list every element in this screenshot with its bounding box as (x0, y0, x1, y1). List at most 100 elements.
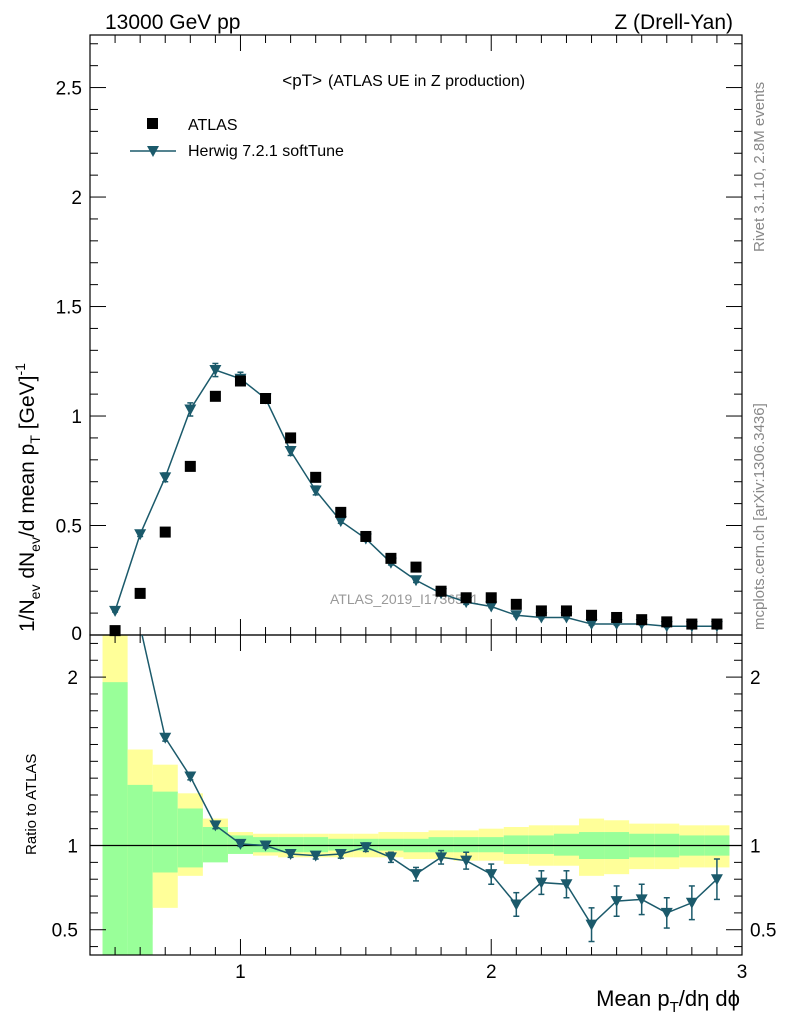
mc-point-ratio (710, 874, 723, 886)
ratio-y-tick-label-right: 2 (750, 668, 761, 689)
ratio-y-tick-label-right: 0.5 (750, 921, 776, 942)
legend-data-label: ATLAS (188, 117, 238, 134)
data-point-main (109, 625, 121, 637)
plot-title-main: <pT> (282, 71, 322, 90)
band-inner-bin (177, 808, 203, 868)
legend: ATLAS Herwig 7.2.1 softTune (130, 117, 344, 160)
main-y-tick-label: 0 (71, 624, 82, 645)
data-point-main (410, 561, 422, 573)
data-point-main (686, 618, 698, 630)
mc-point-ratio (359, 842, 372, 854)
data-point-main (460, 592, 472, 604)
mc-series-ratio (141, 634, 723, 943)
mc-point-ratio (660, 907, 673, 919)
main-y-tick-label: 0.5 (56, 517, 82, 538)
mc-point-ratio (384, 852, 397, 864)
band-inner-bin (503, 835, 529, 854)
band-inner-bin (278, 837, 304, 853)
legend-mc-marker (147, 146, 159, 157)
axis-ticks (90, 35, 742, 955)
data-point-main (234, 375, 246, 387)
mc-point-main (159, 472, 172, 484)
mc-point-main (284, 446, 297, 458)
energy-label: 13000 GeV pp (105, 11, 240, 34)
data-point-main (285, 432, 297, 444)
band-inner-bin (102, 682, 128, 955)
band-inner-bin (553, 833, 579, 856)
plot-title-sub: (ATLAS UE in Z production) (328, 73, 525, 90)
mc-point-main (410, 575, 422, 587)
data-point-main (611, 611, 623, 623)
data-point-main (159, 526, 171, 538)
data-point-main (711, 618, 723, 630)
mc-point-ratio (309, 850, 322, 862)
mc-line-main (114, 369, 717, 627)
mc-point-main (184, 404, 197, 416)
data-point-main (134, 587, 146, 599)
main-y-tick-label: 1 (71, 407, 82, 428)
mc-point-ratio (435, 852, 448, 864)
band-inner-bin (478, 837, 504, 853)
mc-point-ratio (460, 855, 473, 867)
main-y-tick-label: 2 (71, 188, 82, 209)
band-inner-bin (453, 837, 479, 853)
mc-point-ratio (410, 869, 422, 881)
data-series-main (109, 375, 723, 637)
data-point-main (310, 471, 322, 483)
data-point-main (435, 585, 447, 597)
mc-point-main (309, 485, 322, 497)
mc-point-ratio (284, 848, 297, 860)
data-point-main (184, 460, 196, 472)
main-y-tick-label: 2.5 (56, 79, 82, 100)
band-inner-bin (127, 784, 153, 955)
data-point-main (260, 393, 272, 405)
mc-point-main (510, 610, 523, 622)
data-point-main (209, 390, 221, 402)
mc-point-ratio (184, 771, 197, 783)
band-inner-bin (528, 835, 554, 854)
y-axis-label: 1/Nev dNev/d mean pT [GeV]-1 (12, 363, 43, 632)
band-inner-bin (378, 838, 404, 851)
mc-point-main (209, 365, 222, 377)
mc-point-ratio (635, 894, 648, 906)
mc-point-main (334, 516, 347, 528)
legend-mc-label: Herwig 7.2.1 softTune (188, 143, 344, 160)
data-point-main (560, 605, 572, 617)
mc-point-main (585, 619, 598, 631)
mc-point-ratio (510, 899, 523, 911)
mc-point-ratio (535, 877, 548, 889)
data-point-main (360, 530, 372, 542)
mc-point-ratio (485, 869, 498, 881)
mc-line-ratio (141, 634, 718, 926)
ratio-axis-label: Ratio to ATLAS (23, 754, 40, 855)
data-point-main (335, 506, 347, 518)
data-point-main (510, 598, 522, 610)
ratio-y-tick-label-left: 1 (67, 837, 78, 858)
mc-point-ratio (234, 838, 247, 850)
x-tick-label: 2 (486, 962, 497, 983)
mc-point-ratio (209, 820, 222, 832)
main-y-tick-label: 1.5 (56, 298, 82, 319)
mc-point-main (134, 529, 147, 541)
mc-point-ratio (334, 848, 347, 860)
x-axis-label: Mean pT/dη dϕ (596, 986, 740, 1016)
mc-point-ratio (560, 879, 573, 891)
x-tick-label: 1 (235, 962, 246, 983)
legend-data-marker (147, 118, 158, 129)
band-inner-bin (428, 837, 454, 853)
mc-point-ratio (685, 897, 698, 909)
data-point-main (485, 592, 497, 604)
band-inner-bin (202, 827, 228, 863)
mc-point-main (109, 605, 122, 617)
data-point-main (535, 605, 547, 617)
mc-point-ratio (159, 732, 172, 744)
ratio-uncertainty-bands (102, 635, 730, 955)
band-inner-bin (152, 791, 178, 873)
rivet-label: Rivet 3.1.10, 2.8M events (751, 82, 768, 252)
data-point-main (586, 609, 598, 621)
tick-labels: 1 2 3 0 0.5 1 1.5 2 2.5 0.5 0.5 1 1 2 2 (52, 79, 777, 983)
process-label: Z (Drell-Yan) (614, 11, 733, 34)
mc-point-ratio (259, 840, 272, 852)
data-point-main (385, 552, 397, 564)
